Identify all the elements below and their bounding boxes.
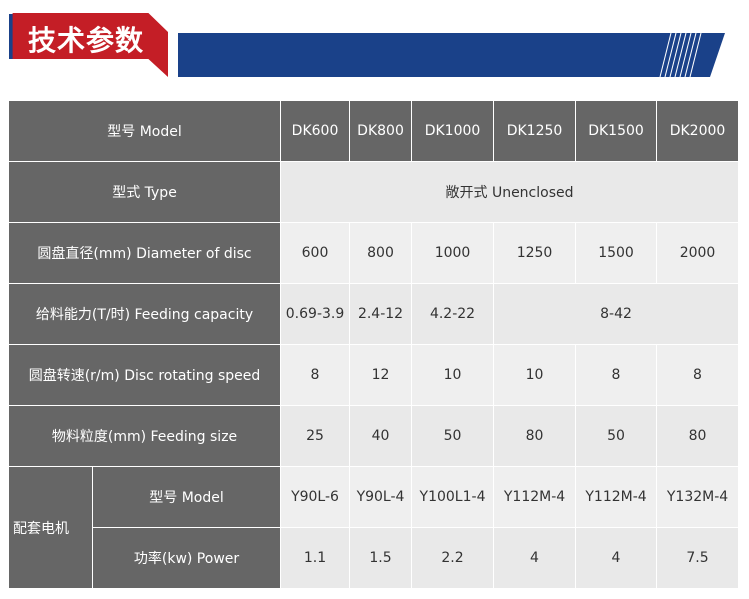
cell: 1.5 <box>349 527 413 589</box>
cell: 8 <box>280 344 351 406</box>
table-row: 圆盘直径(mm) Diameter of disc 600 800 1000 1… <box>7 222 740 284</box>
spec-table: 型号 Model DK600 DK800 DK1000 DK1250 DK150… <box>7 100 740 589</box>
cell: 1500 <box>575 222 658 284</box>
model-header: DK1500 <box>575 100 658 162</box>
cell: 4.2-22 <box>411 283 495 345</box>
table-row: 型号 Model DK600 DK800 DK1000 DK1250 DK150… <box>7 100 740 162</box>
cell: 7.5 <box>656 527 740 589</box>
cell: 1000 <box>411 222 495 284</box>
cell: 0.69-3.9 <box>280 283 351 345</box>
cell: 4 <box>575 527 658 589</box>
cell: 8-42 <box>493 283 740 345</box>
cell: 600 <box>280 222 351 284</box>
cell: 12 <box>349 344 413 406</box>
size-label: 物料粒度(mm) Feeding size <box>7 405 282 467</box>
table-row: 圆盘转速(r/m) Disc rotating speed 8 12 10 10… <box>7 344 740 406</box>
cell: 8 <box>656 344 740 406</box>
section-banner <box>9 13 725 78</box>
cell: Y132M-4 <box>656 466 740 528</box>
cell: Y112M-4 <box>493 466 577 528</box>
capacity-label: 给料能力(T/时) Feeding capacity <box>7 283 282 345</box>
model-label: 型号 Model <box>7 100 282 162</box>
cell: Y100L1-4 <box>411 466 495 528</box>
table-row: 给料能力(T/时) Feeding capacity 0.69-3.9 2.4-… <box>7 283 740 345</box>
cell: 50 <box>575 405 658 467</box>
motor-model-label: 型号 Model <box>91 466 282 528</box>
model-header: DK2000 <box>656 100 740 162</box>
cell: 4 <box>493 527 577 589</box>
cell: Y112M-4 <box>575 466 658 528</box>
cell: Y90L-4 <box>349 466 413 528</box>
model-header: DK1250 <box>493 100 577 162</box>
cell: 80 <box>656 405 740 467</box>
cell: 80 <box>493 405 577 467</box>
cell: 8 <box>575 344 658 406</box>
table-row: 功率(kw) Power 1.1 1.5 2.2 4 4 7.5 <box>9 527 740 589</box>
cell: Y90L-6 <box>280 466 351 528</box>
model-header: DK600 <box>280 100 351 162</box>
cell: 50 <box>411 405 495 467</box>
cell: 2000 <box>656 222 740 284</box>
cell: 2.4-12 <box>349 283 413 345</box>
type-value: 敞开式 Unenclosed <box>280 161 740 223</box>
page-title: 技术参数 <box>28 24 145 57</box>
cell: 1.1 <box>280 527 351 589</box>
power-label: 功率(kw) Power <box>91 527 282 589</box>
cell: 1250 <box>493 222 577 284</box>
table-row: 物料粒度(mm) Feeding size 25 40 50 80 50 80 <box>7 405 740 467</box>
diameter-label: 圆盘直径(mm) Diameter of disc <box>7 222 282 284</box>
cell: 2.2 <box>411 527 495 589</box>
cell: 10 <box>493 344 577 406</box>
table-row: 型式 Type 敞开式 Unenclosed <box>7 161 740 223</box>
table-row: 配套电机 型号 Model Y90L-6 Y90L-4 Y100L1-4 Y11… <box>8 466 740 589</box>
motor-label: 配套电机 <box>8 466 93 589</box>
cell: 800 <box>349 222 413 284</box>
model-header: DK800 <box>349 100 413 162</box>
cell: 10 <box>411 344 495 406</box>
type-label: 型式 Type <box>7 161 282 223</box>
cell: 25 <box>280 405 351 467</box>
cell: 40 <box>349 405 413 467</box>
model-header: DK1000 <box>411 100 495 162</box>
speed-label: 圆盘转速(r/m) Disc rotating speed <box>7 344 282 406</box>
